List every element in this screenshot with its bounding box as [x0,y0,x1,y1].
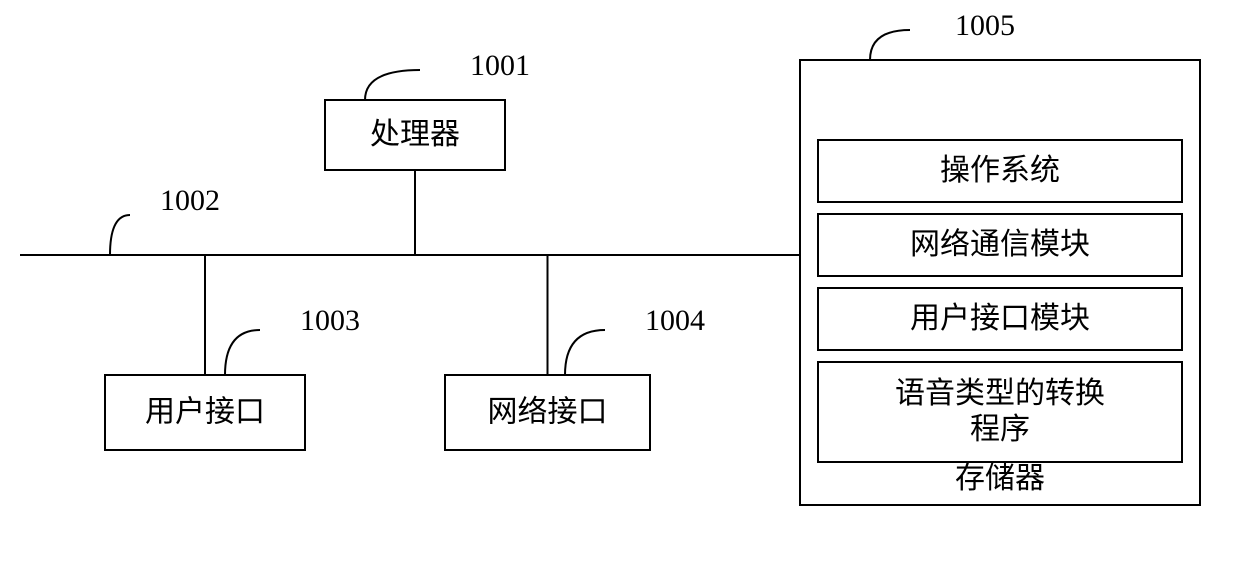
memory-leader [870,30,910,60]
memory-item-0-label: 操作系统 [940,154,1060,187]
bus-id: 1002 [160,184,220,217]
memory-item-3-label-line1: 语音类型的转换 [895,377,1105,410]
memory-item-3-label-line2: 程序 [970,413,1030,446]
memory-block: 操作系统网络通信模块用户接口模块语音类型的转换程序存储器 [800,60,1200,505]
memory-caption: 存储器 [955,462,1045,495]
network-interface-leader [565,330,605,375]
processor-leader [365,70,420,100]
user-interface-leader [225,330,260,375]
network-interface-id: 1004 [645,304,705,337]
processor-label: 处理器 [370,118,460,151]
network-interface-label: 网络接口 [488,395,608,428]
user-interface-label: 用户接口 [145,395,265,428]
processor-id: 1001 [470,49,530,82]
user-interface-id: 1003 [300,304,360,337]
memory-item-2-label: 用户接口模块 [910,302,1090,335]
memory-item-1-label: 网络通信模块 [910,228,1090,261]
memory-id: 1005 [955,9,1015,42]
bus-leader [110,215,130,255]
